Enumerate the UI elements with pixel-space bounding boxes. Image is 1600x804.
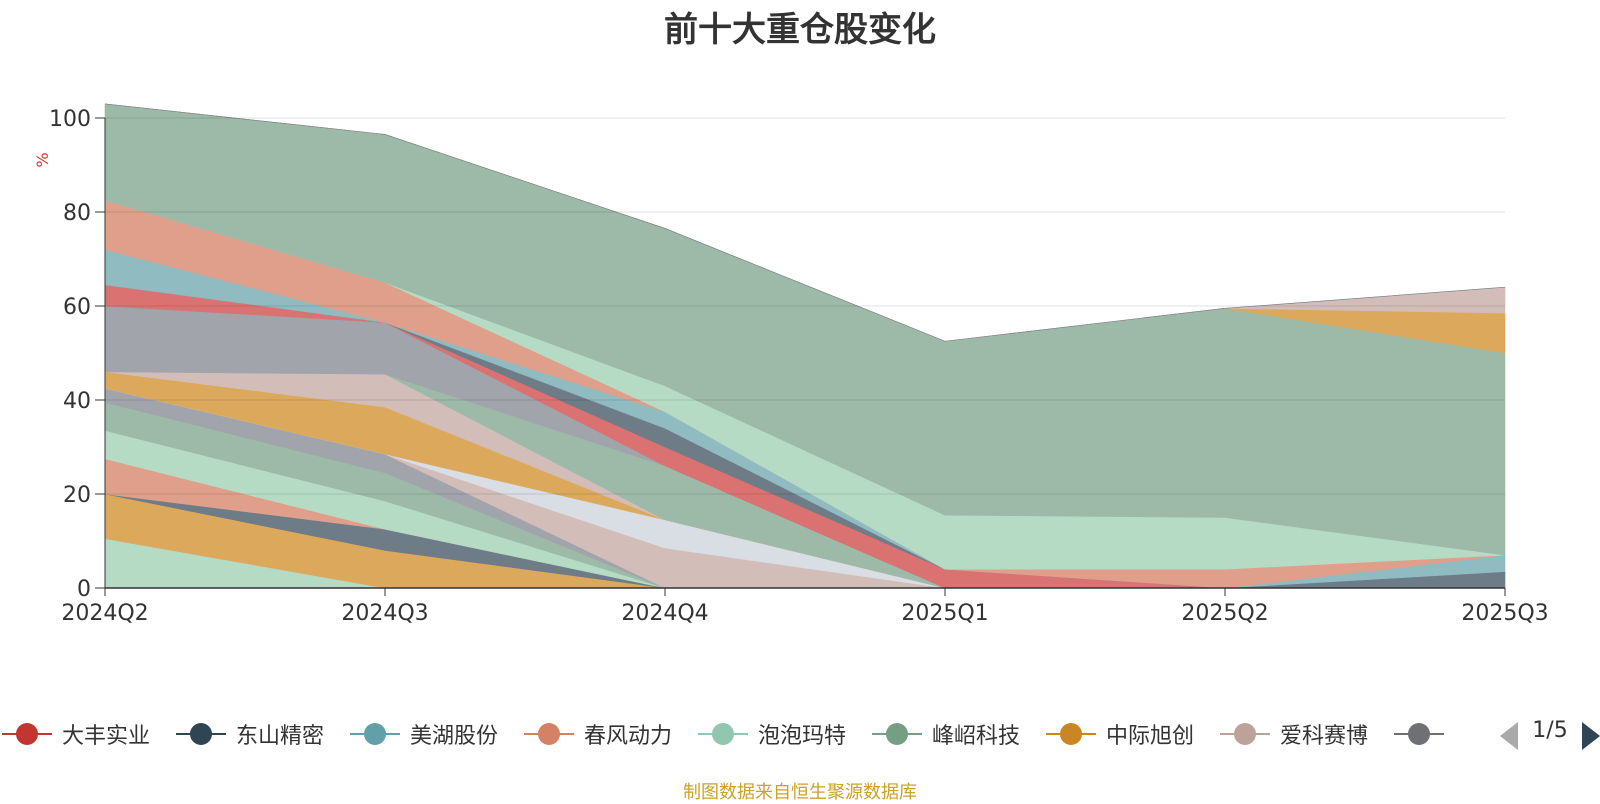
legend-marker-icon — [524, 722, 574, 746]
legend-label: 泡泡玛特 — [758, 724, 847, 749]
legend-page-indicator: 1/5 — [1532, 718, 1568, 743]
y-axis-unit-label: % — [33, 152, 52, 167]
legend-marker-icon — [698, 722, 748, 746]
source-note: 制图数据来自恒生聚源数据库 — [683, 782, 917, 803]
legend-prev-icon[interactable] — [1500, 722, 1518, 750]
legend-next-icon[interactable] — [1582, 722, 1600, 750]
legend-label: 大丰实业 — [62, 724, 151, 749]
legend-item-0[interactable]: 大丰实业 — [2, 716, 150, 752]
legend: 大丰实业 东山精密 美湖股份 春风动力 泡泡玛特 峰岹科技 中际旭创 爱科赛博 — [0, 716, 1600, 752]
legend-item-4[interactable]: 泡泡玛特 — [698, 716, 846, 752]
legend-item-6[interactable]: 中际旭创 — [1046, 716, 1194, 752]
legend-label: 爱科赛博 — [1280, 724, 1369, 749]
legend-marker-icon — [1394, 722, 1444, 746]
area-series-21 — [104, 103, 1506, 342]
legend-item-2[interactable]: 美湖股份 — [350, 716, 498, 752]
y-tick-label-2: 40 — [63, 389, 91, 414]
y-tick-label-5: 100 — [49, 107, 91, 132]
legend-marker-icon — [350, 722, 400, 746]
legend-label: 美湖股份 — [410, 724, 499, 749]
legend-item-5[interactable]: 峰岹科技 — [872, 716, 1020, 752]
legend-marker-icon — [1046, 722, 1096, 746]
y-tick-label-0: 0 — [77, 577, 91, 602]
legend-item-1[interactable]: 东山精密 — [176, 716, 324, 752]
y-tick-label-4: 80 — [63, 201, 91, 226]
x-tick-label-4: 2025Q2 — [1181, 601, 1268, 626]
legend-label: 中际旭创 — [1106, 724, 1195, 749]
y-tick-label-3: 60 — [63, 295, 91, 320]
x-tick-label-1: 2024Q3 — [341, 601, 428, 626]
legend-marker-icon — [2, 722, 52, 746]
x-tick-label-0: 2024Q2 — [61, 601, 148, 626]
legend-marker-icon — [1220, 722, 1270, 746]
legend-item-3[interactable]: 春风动力 — [524, 716, 672, 752]
stacked-area-chart: 0 20 40 60 80 100 2024Q2 2024Q3 2024Q4 2025Q1 2025… — [33, 103, 1549, 626]
chart-title: 前十大重仓股变化 — [664, 10, 936, 50]
legend-label: 春风动力 — [584, 724, 673, 749]
legend-item-7[interactable]: 爱科赛博 — [1220, 716, 1368, 752]
x-tick-label-5: 2025Q3 — [1461, 601, 1548, 626]
legend-marker-icon — [872, 722, 922, 746]
legend-marker-icon — [176, 722, 226, 746]
legend-label: 峰岹科技 — [932, 724, 1021, 749]
legend-item-8[interactable] — [1394, 716, 1454, 752]
x-tick-label-2: 2024Q4 — [621, 601, 708, 626]
y-tick-label-1: 20 — [63, 483, 91, 508]
legend-label: 东山精密 — [236, 724, 325, 749]
legend-pager: 1/5 — [1500, 716, 1600, 752]
x-tick-label-3: 2025Q1 — [901, 601, 988, 626]
